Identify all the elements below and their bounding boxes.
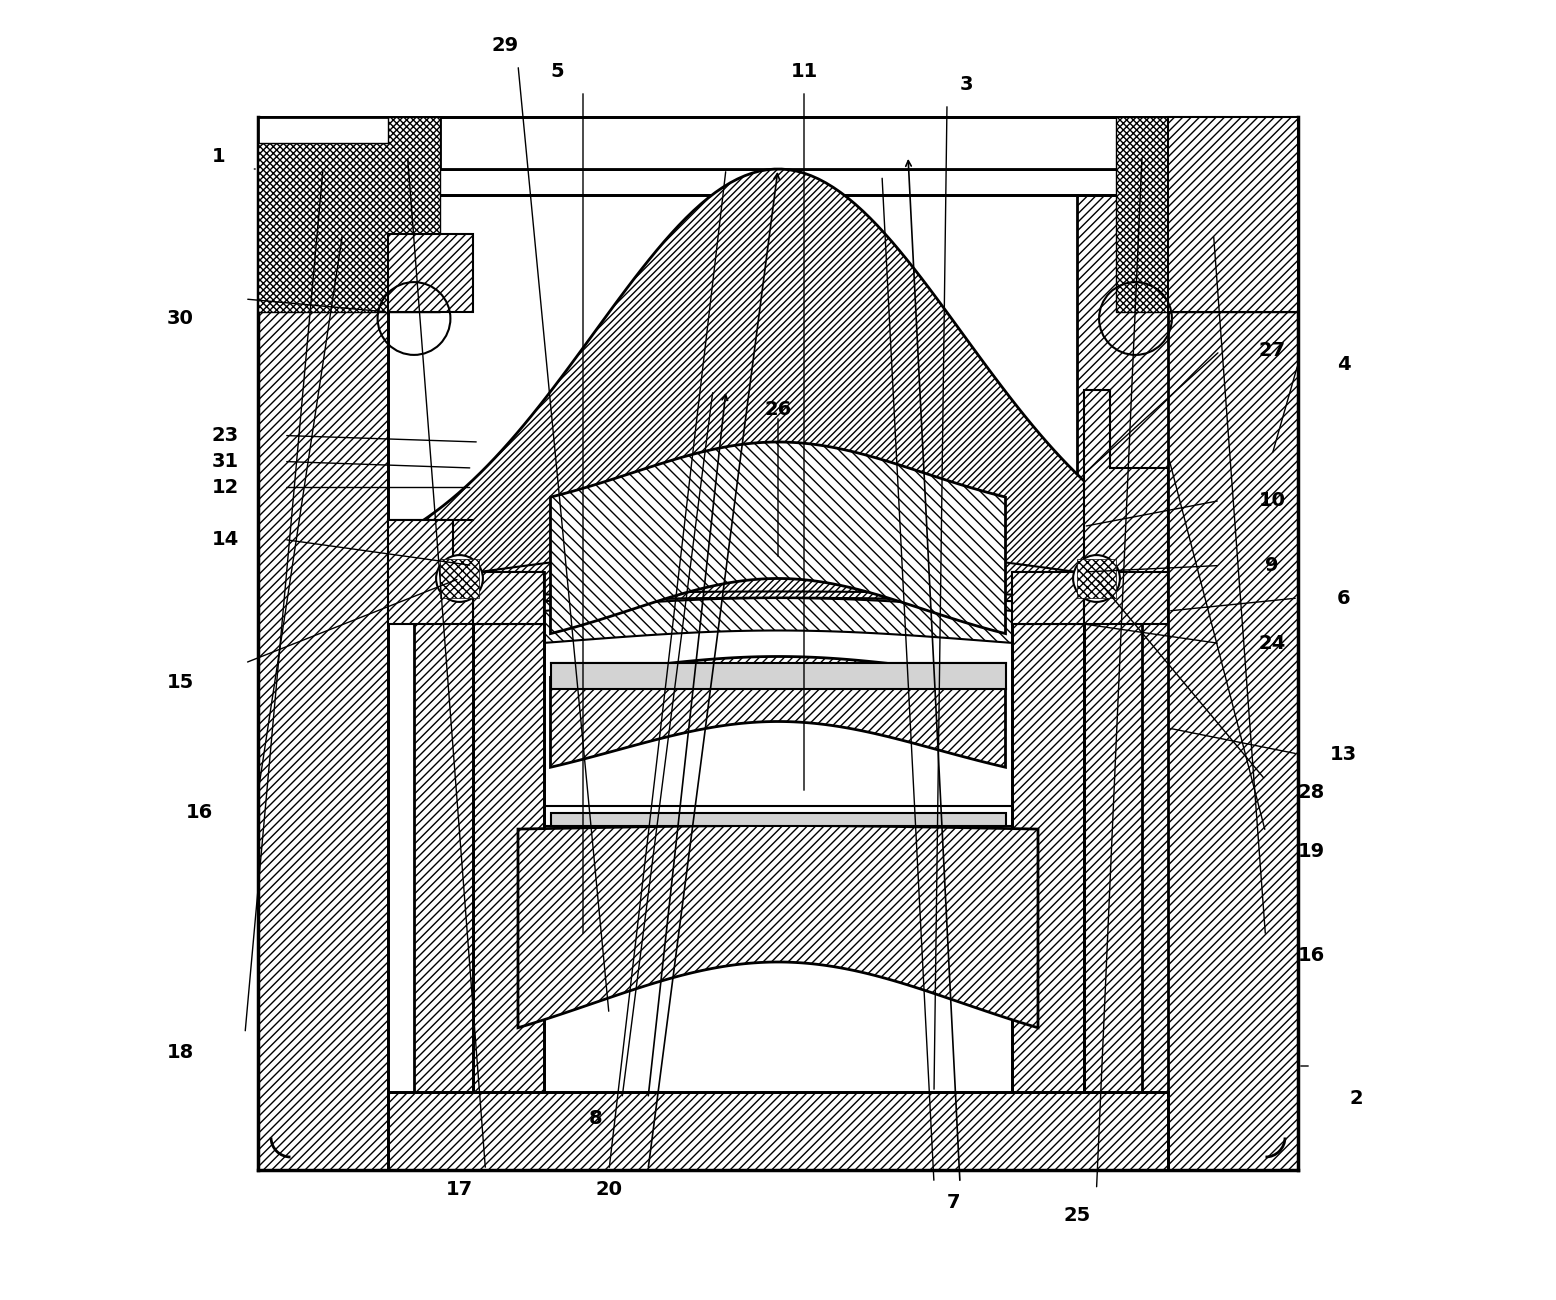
Text: 28: 28 [1298, 784, 1324, 802]
Polygon shape [473, 611, 545, 1092]
Polygon shape [387, 520, 473, 624]
Text: 29: 29 [492, 36, 518, 55]
Text: 19: 19 [1298, 842, 1324, 861]
Text: 23: 23 [212, 426, 240, 445]
Text: 3: 3 [960, 75, 972, 94]
Polygon shape [440, 559, 479, 598]
Text: 12: 12 [212, 478, 240, 497]
Text: 26: 26 [764, 400, 792, 419]
Polygon shape [551, 442, 1005, 633]
Polygon shape [473, 572, 545, 624]
Text: 17: 17 [447, 1180, 473, 1199]
Text: 31: 31 [212, 452, 240, 471]
Circle shape [436, 555, 482, 602]
Text: 30: 30 [166, 309, 193, 328]
Polygon shape [479, 598, 1077, 647]
Text: 4: 4 [1337, 355, 1351, 373]
Polygon shape [414, 572, 473, 1092]
Text: 20: 20 [596, 1180, 622, 1199]
Polygon shape [258, 169, 479, 1170]
Text: 7: 7 [946, 1193, 960, 1212]
Polygon shape [1169, 117, 1298, 312]
Polygon shape [258, 117, 1298, 169]
Polygon shape [551, 663, 1005, 689]
Polygon shape [1083, 572, 1142, 1092]
Circle shape [1074, 555, 1120, 602]
Text: 2: 2 [1349, 1089, 1363, 1108]
Polygon shape [551, 656, 1005, 767]
Polygon shape [1083, 520, 1169, 624]
Text: 18: 18 [166, 1044, 193, 1062]
Polygon shape [518, 826, 1038, 1028]
Text: 1: 1 [212, 147, 226, 165]
Polygon shape [1011, 572, 1083, 624]
Polygon shape [551, 812, 1005, 826]
Text: 8: 8 [590, 1109, 602, 1127]
Text: 24: 24 [1259, 634, 1285, 653]
Text: 16: 16 [1298, 946, 1324, 965]
Polygon shape [1077, 169, 1298, 1170]
Text: 27: 27 [1259, 342, 1285, 360]
Text: 15: 15 [166, 673, 193, 692]
Text: 6: 6 [1337, 589, 1351, 607]
Polygon shape [414, 169, 1142, 606]
Text: 14: 14 [212, 530, 240, 549]
Text: 25: 25 [1063, 1206, 1091, 1225]
Polygon shape [1083, 390, 1169, 572]
Text: 11: 11 [790, 62, 817, 81]
Polygon shape [1011, 611, 1083, 1092]
Text: 16: 16 [185, 803, 213, 822]
Text: 9: 9 [1265, 556, 1279, 575]
Polygon shape [258, 117, 440, 312]
Polygon shape [387, 1092, 1169, 1170]
Text: 13: 13 [1330, 745, 1357, 763]
Polygon shape [1116, 117, 1298, 312]
Polygon shape [258, 117, 440, 169]
Polygon shape [387, 234, 473, 312]
Polygon shape [1077, 559, 1116, 598]
Text: 5: 5 [551, 62, 563, 81]
Text: 10: 10 [1259, 491, 1285, 510]
Polygon shape [387, 169, 1169, 195]
